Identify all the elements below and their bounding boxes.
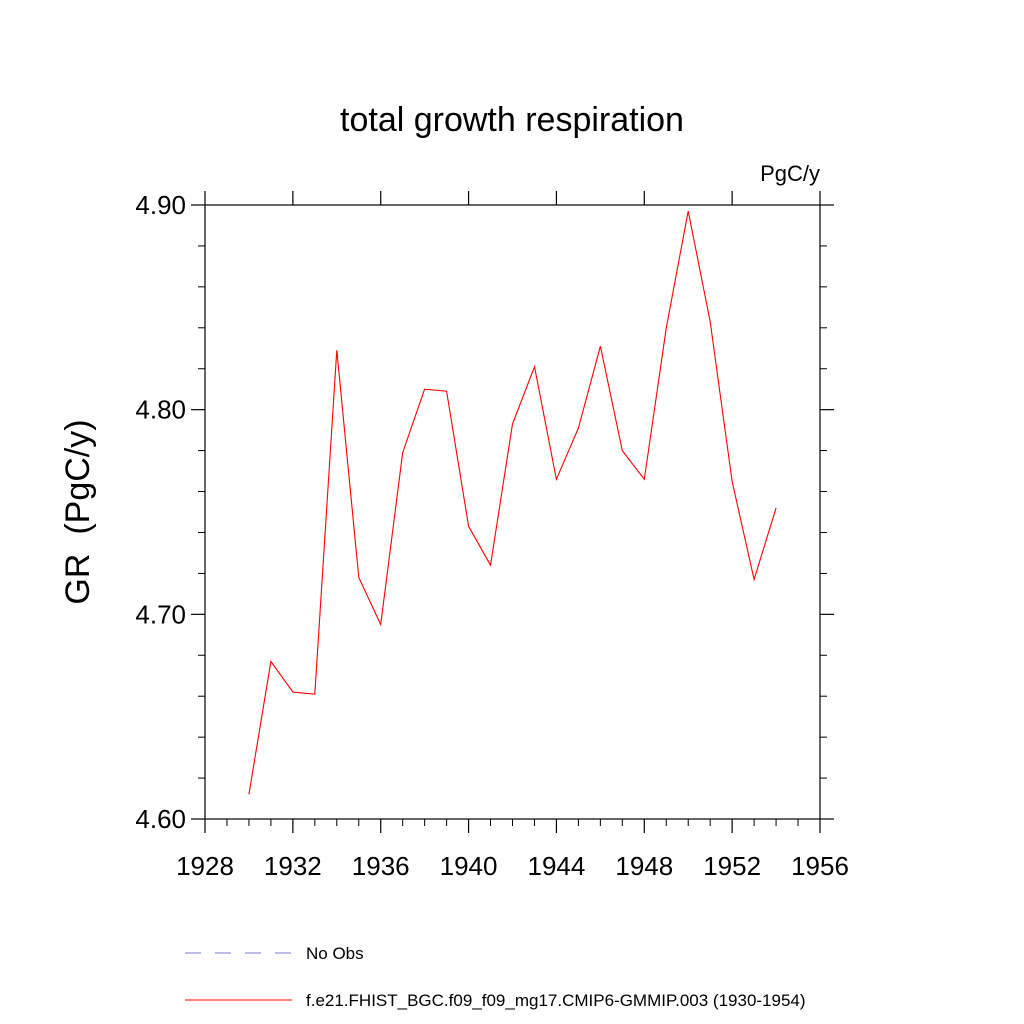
x-tick-label: 1952 <box>703 851 761 881</box>
y-tick-label: 4.90 <box>135 190 186 220</box>
y-axis-label: GR (PgC/y) <box>59 419 97 604</box>
chart-title: total growth respiration <box>340 101 684 139</box>
y-tick-label: 4.70 <box>135 599 186 629</box>
x-axis: 1928 1932 1936 1940 1944 1948 1952 1956 <box>176 191 849 881</box>
legend-label-model: f.e21.FHIST_BGC.f09_f09_mg17.CMIP6-GMMIP… <box>306 991 806 1010</box>
y-tick-label: 4.80 <box>135 395 186 425</box>
x-tick-label: 1928 <box>176 851 234 881</box>
legend-label-no-obs: No Obs <box>306 944 364 963</box>
y-axis: 4.60 4.70 4.80 4.90 <box>135 190 834 834</box>
x-tick-label: 1932 <box>264 851 322 881</box>
x-tick-label: 1948 <box>615 851 673 881</box>
chart-units: PgC/y <box>760 161 820 186</box>
legend: No Obs f.e21.FHIST_BGC.f09_f09_mg17.CMIP… <box>185 944 806 1010</box>
x-tick-label: 1944 <box>528 851 586 881</box>
x-tick-label: 1940 <box>440 851 498 881</box>
plot-frame <box>204 204 821 820</box>
x-tick-label: 1936 <box>352 851 410 881</box>
series-line <box>248 210 777 795</box>
y-tick-label: 4.60 <box>135 804 186 834</box>
series-layer <box>248 210 777 795</box>
x-tick-label: 1956 <box>791 851 849 881</box>
